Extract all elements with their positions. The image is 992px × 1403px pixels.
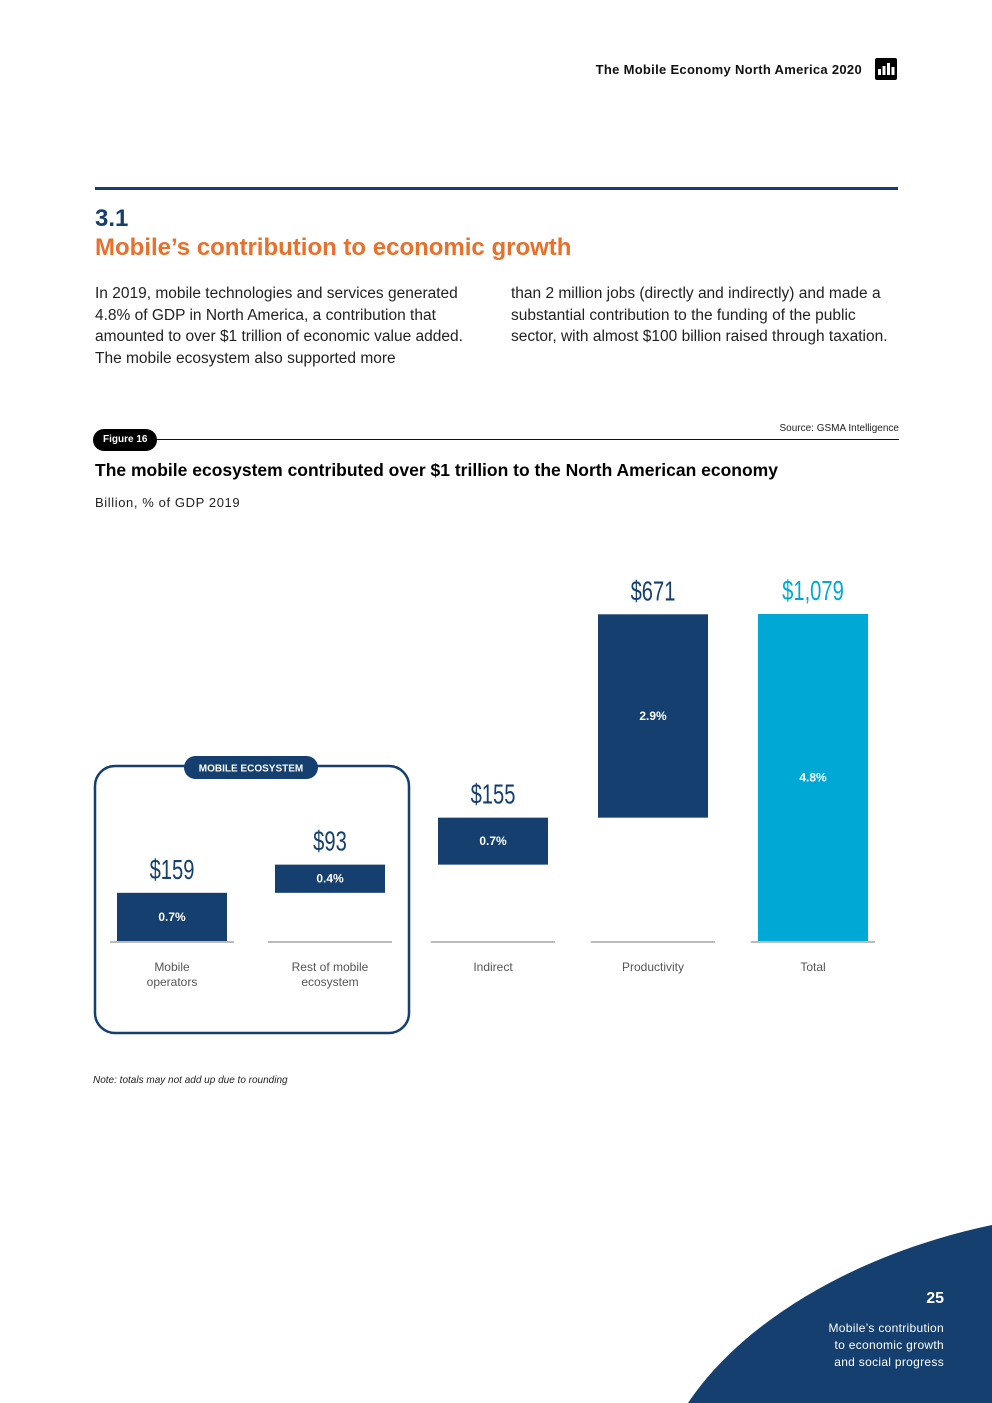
chapter-line: Mobile’s contribution (828, 1321, 944, 1335)
body-text-column-1: In 2019, mobile technologies and service… (95, 285, 463, 367)
gdp-share-label: 2.9% (639, 709, 667, 723)
bar (438, 817, 548, 865)
gdp-share-label: 0.7% (158, 910, 186, 924)
section-title: Mobile’s contribution to economic growth (95, 234, 572, 261)
header-title: The Mobile Economy North America 2020 (595, 62, 862, 77)
category-label: Indirect (473, 960, 513, 974)
chapter-line: to economic growth (834, 1338, 944, 1352)
value-label: $671 (631, 576, 676, 607)
value-label: $159 (150, 855, 195, 886)
value-label: $93 (313, 827, 347, 858)
category-label: operators (147, 975, 198, 989)
figure-badge: Figure 16 (93, 429, 158, 451)
category-label: Rest of mobile (292, 960, 369, 974)
category-label: Productivity (622, 960, 684, 974)
chapter-label: Mobile’s contribution to economic growth… (744, 1320, 944, 1371)
section-number: 3.1 (95, 205, 129, 232)
figure-source: Source: GSMA Intelligence (779, 423, 899, 434)
waterfall-chart: MOBILE ECOSYSTEM 0.7% $159 Mobileoperators… (93, 576, 875, 1035)
figure-rule (150, 439, 899, 440)
gdp-share-label: 4.8% (799, 771, 827, 785)
gsma-logo-icon (875, 58, 897, 80)
category-label: ecosystem (301, 975, 358, 989)
bar (598, 614, 708, 818)
figure-note: Note: totals may not add up due to round… (93, 1075, 288, 1086)
gdp-share-label: 0.4% (316, 872, 344, 886)
category-label: Total (800, 960, 825, 974)
section-divider (95, 187, 898, 190)
value-label: $1,079 (782, 576, 844, 607)
bar (275, 864, 385, 893)
value-label: $155 (471, 780, 516, 811)
bar (117, 892, 227, 941)
chapter-line: and social progress (834, 1355, 944, 1369)
page-number: 25 (926, 1290, 944, 1307)
mobile-ecosystem-label: MOBILE ECOSYSTEM (199, 764, 303, 775)
gdp-share-label: 0.7% (479, 834, 507, 848)
footer-corner-shape (688, 1225, 992, 1403)
bar (758, 614, 868, 941)
category-label: Mobile (154, 960, 190, 974)
body-text-column-2: than 2 million jobs (directly and indire… (511, 285, 888, 345)
figure-subtitle: Billion, % of GDP 2019 (95, 495, 241, 510)
figure-title: The mobile ecosystem contributed over $1… (95, 460, 778, 480)
mobile-ecosystem-badge (184, 756, 318, 779)
